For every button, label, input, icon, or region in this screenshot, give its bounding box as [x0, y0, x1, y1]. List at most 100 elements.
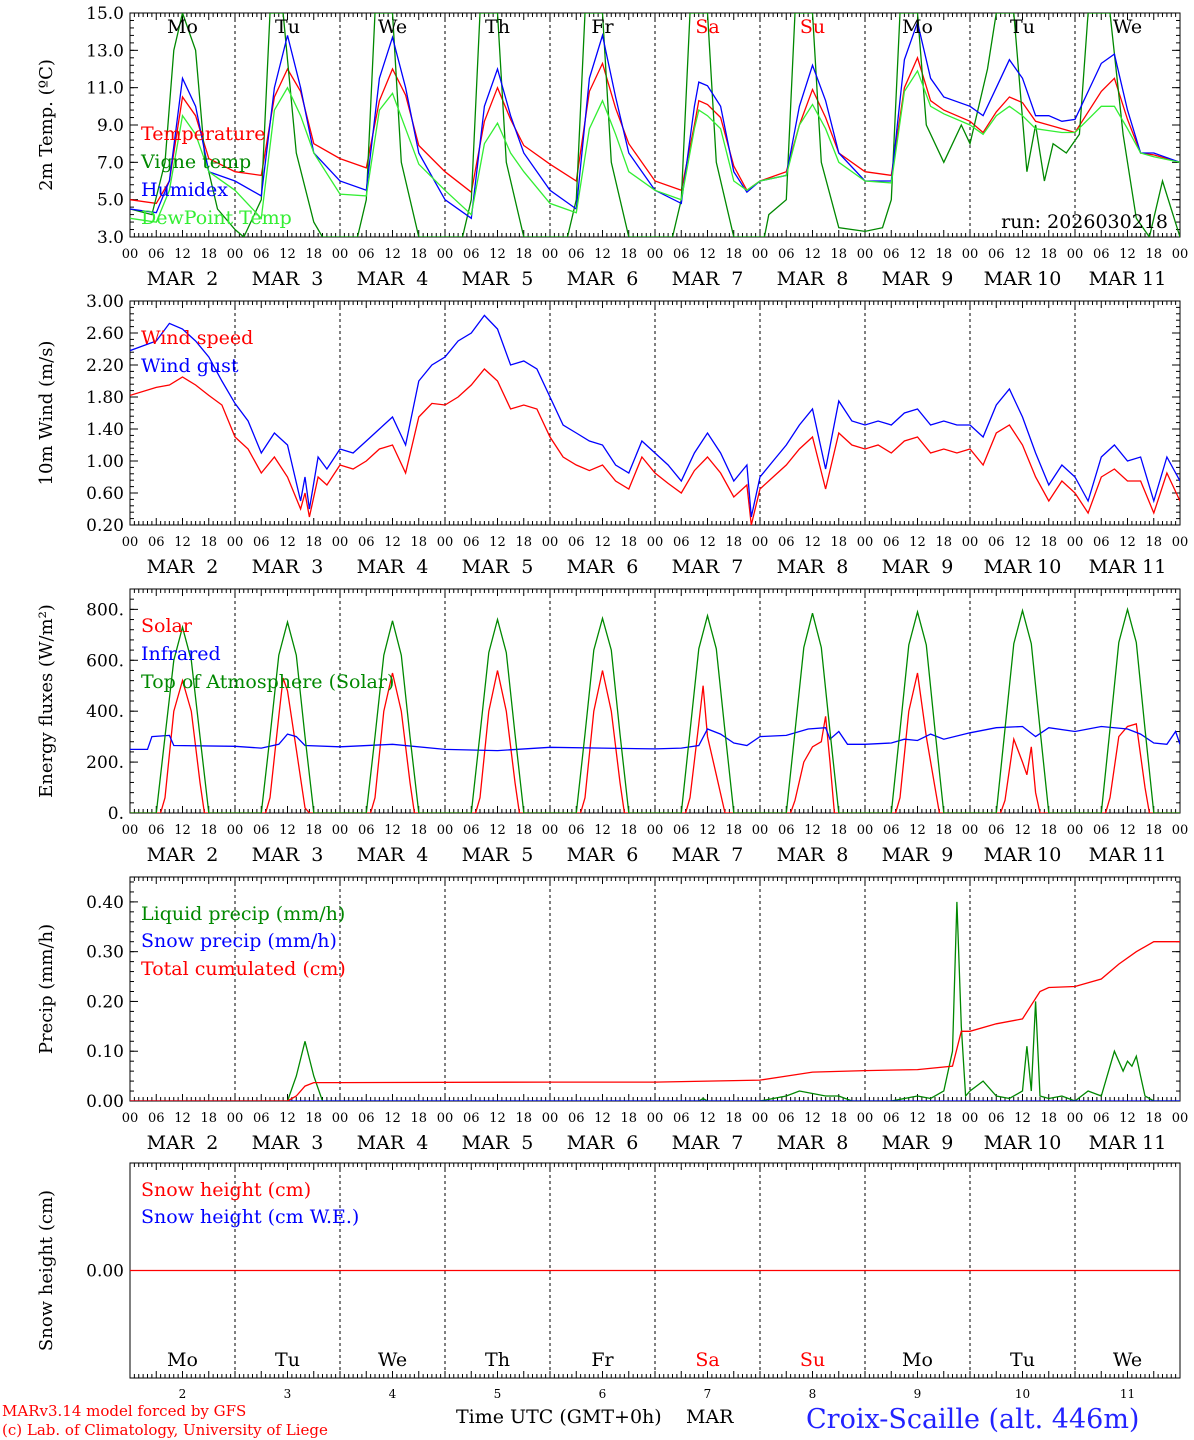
series-line-top-of-atmosphere-solar-: [130, 606, 1180, 813]
hour-label: 06: [358, 823, 375, 838]
hour-label: 00: [752, 535, 769, 550]
date-label: MAR 10: [984, 268, 1062, 290]
hour-label: 00: [227, 1111, 244, 1126]
hour-label: 18: [305, 823, 322, 838]
hour-label: 18: [200, 247, 217, 262]
hour-label: 00: [227, 535, 244, 550]
hour-label: 06: [778, 247, 795, 262]
hour-label: 00: [437, 247, 454, 262]
weekday-label: Mo: [902, 1349, 933, 1371]
day-number-label: 2: [179, 1387, 187, 1401]
hour-label: 06: [463, 1111, 480, 1126]
hour-label: 18: [515, 1111, 532, 1126]
hour-label: 12: [699, 1111, 716, 1126]
hour-label: 00: [227, 823, 244, 838]
panel-4: 0.00 Snow height (cm) Snow height (cm) Snow…: [36, 1162, 1181, 1401]
hour-label: 06: [1093, 535, 1110, 550]
panel-0: 3.0 5.0 7.0 9.0 11.0 13.0 15.0 2m Temp. (ºC) Tem…: [36, 4, 1188, 290]
hour-label: 06: [148, 247, 165, 262]
day-number-label: 6: [599, 1387, 607, 1401]
date-label: MAR 10: [984, 1132, 1062, 1154]
hour-label: 12: [279, 247, 296, 262]
date-label: MAR 6: [567, 1132, 639, 1154]
hour-label: 00: [332, 247, 349, 262]
weekday-label: Sa: [695, 1349, 719, 1371]
hour-label: 18: [515, 823, 532, 838]
xaxis-title: Time UTC (GMT+0h): [456, 1406, 662, 1428]
legend-entry: Snow height (cm W.E.): [141, 1206, 359, 1228]
day-number-label: 4: [389, 1387, 397, 1401]
y-tick-label: 400.: [86, 702, 124, 722]
hour-label: 00: [1067, 247, 1084, 262]
legend-entry: Wind speed: [141, 327, 253, 349]
hour-label: 00: [962, 535, 979, 550]
hour-label: 12: [174, 1111, 191, 1126]
hour-label: 00: [437, 535, 454, 550]
hour-label: 06: [463, 823, 480, 838]
hour-label: 06: [358, 1111, 375, 1126]
date-label: MAR 11: [1089, 1132, 1167, 1154]
hour-label: 18: [305, 247, 322, 262]
hour-label: 06: [253, 1111, 270, 1126]
hour-label: 06: [358, 535, 375, 550]
y-tick-label: 0.00: [86, 1092, 124, 1112]
hour-label: 06: [883, 1111, 900, 1126]
weekday-label: Th: [485, 1349, 510, 1371]
hour-label: 06: [253, 247, 270, 262]
hour-label: 18: [1145, 823, 1162, 838]
hour-label: 12: [279, 1111, 296, 1126]
y-tick-label: 11.0: [86, 79, 124, 99]
legend-entry: Total cumulated (cm): [141, 958, 346, 980]
weekday-label: Th: [485, 16, 510, 38]
date-label: MAR 4: [357, 556, 429, 578]
hour-label: 12: [1119, 1111, 1136, 1126]
series-line-total-cumulated-cm-: [130, 941, 1180, 1101]
y-tick-label: 0.30: [86, 943, 124, 963]
hour-label: 00: [332, 1111, 349, 1126]
y-tick-label: 3.00: [86, 292, 124, 312]
date-label: MAR 11: [1089, 844, 1167, 866]
hour-label: 06: [358, 247, 375, 262]
y-tick-label: 9.0: [97, 116, 124, 136]
y-axis-label: Snow height (cm): [36, 1190, 57, 1351]
legend-entry: Humidex: [141, 179, 228, 201]
weekday-label: Tu: [1010, 16, 1035, 38]
hour-label: 18: [305, 1111, 322, 1126]
date-label: MAR 5: [462, 556, 534, 578]
hour-label: 12: [1119, 535, 1136, 550]
hour-label: 18: [620, 823, 637, 838]
hour-label: 12: [384, 823, 401, 838]
date-label: MAR 7: [672, 556, 744, 578]
hour-label: 12: [804, 535, 821, 550]
hour-label: 18: [1145, 535, 1162, 550]
hour-label: 00: [1172, 1111, 1189, 1126]
hour-label: 18: [620, 535, 637, 550]
date-label: MAR 3: [252, 268, 324, 290]
hour-label: 18: [1145, 1111, 1162, 1126]
date-label: MAR 7: [672, 1132, 744, 1154]
hour-label: 18: [200, 823, 217, 838]
hour-label: 18: [725, 247, 742, 262]
date-label: MAR 2: [147, 268, 219, 290]
hour-label: 06: [568, 535, 585, 550]
legend-entry: Top of Atmosphere (Solar): [141, 671, 394, 693]
hour-label: 12: [489, 1111, 506, 1126]
date-label: MAR 8: [777, 556, 849, 578]
hour-label: 00: [437, 1111, 454, 1126]
hour-label: 18: [830, 1111, 847, 1126]
legend-entry: Temperature: [141, 123, 265, 145]
hour-label: 06: [673, 1111, 690, 1126]
date-label: MAR 6: [567, 268, 639, 290]
hour-label: 00: [1067, 823, 1084, 838]
hour-label: 18: [410, 247, 427, 262]
date-label: MAR 9: [882, 268, 954, 290]
hour-label: 18: [620, 247, 637, 262]
series-line-humidex: [130, 19, 1180, 220]
hour-label: 12: [489, 823, 506, 838]
y-axis-label: Precip (mm/h): [36, 924, 57, 1054]
weekday-label: We: [378, 16, 407, 38]
hour-label: 12: [1014, 247, 1031, 262]
hour-label: 00: [962, 823, 979, 838]
hour-label: 12: [594, 823, 611, 838]
hour-label: 18: [515, 247, 532, 262]
